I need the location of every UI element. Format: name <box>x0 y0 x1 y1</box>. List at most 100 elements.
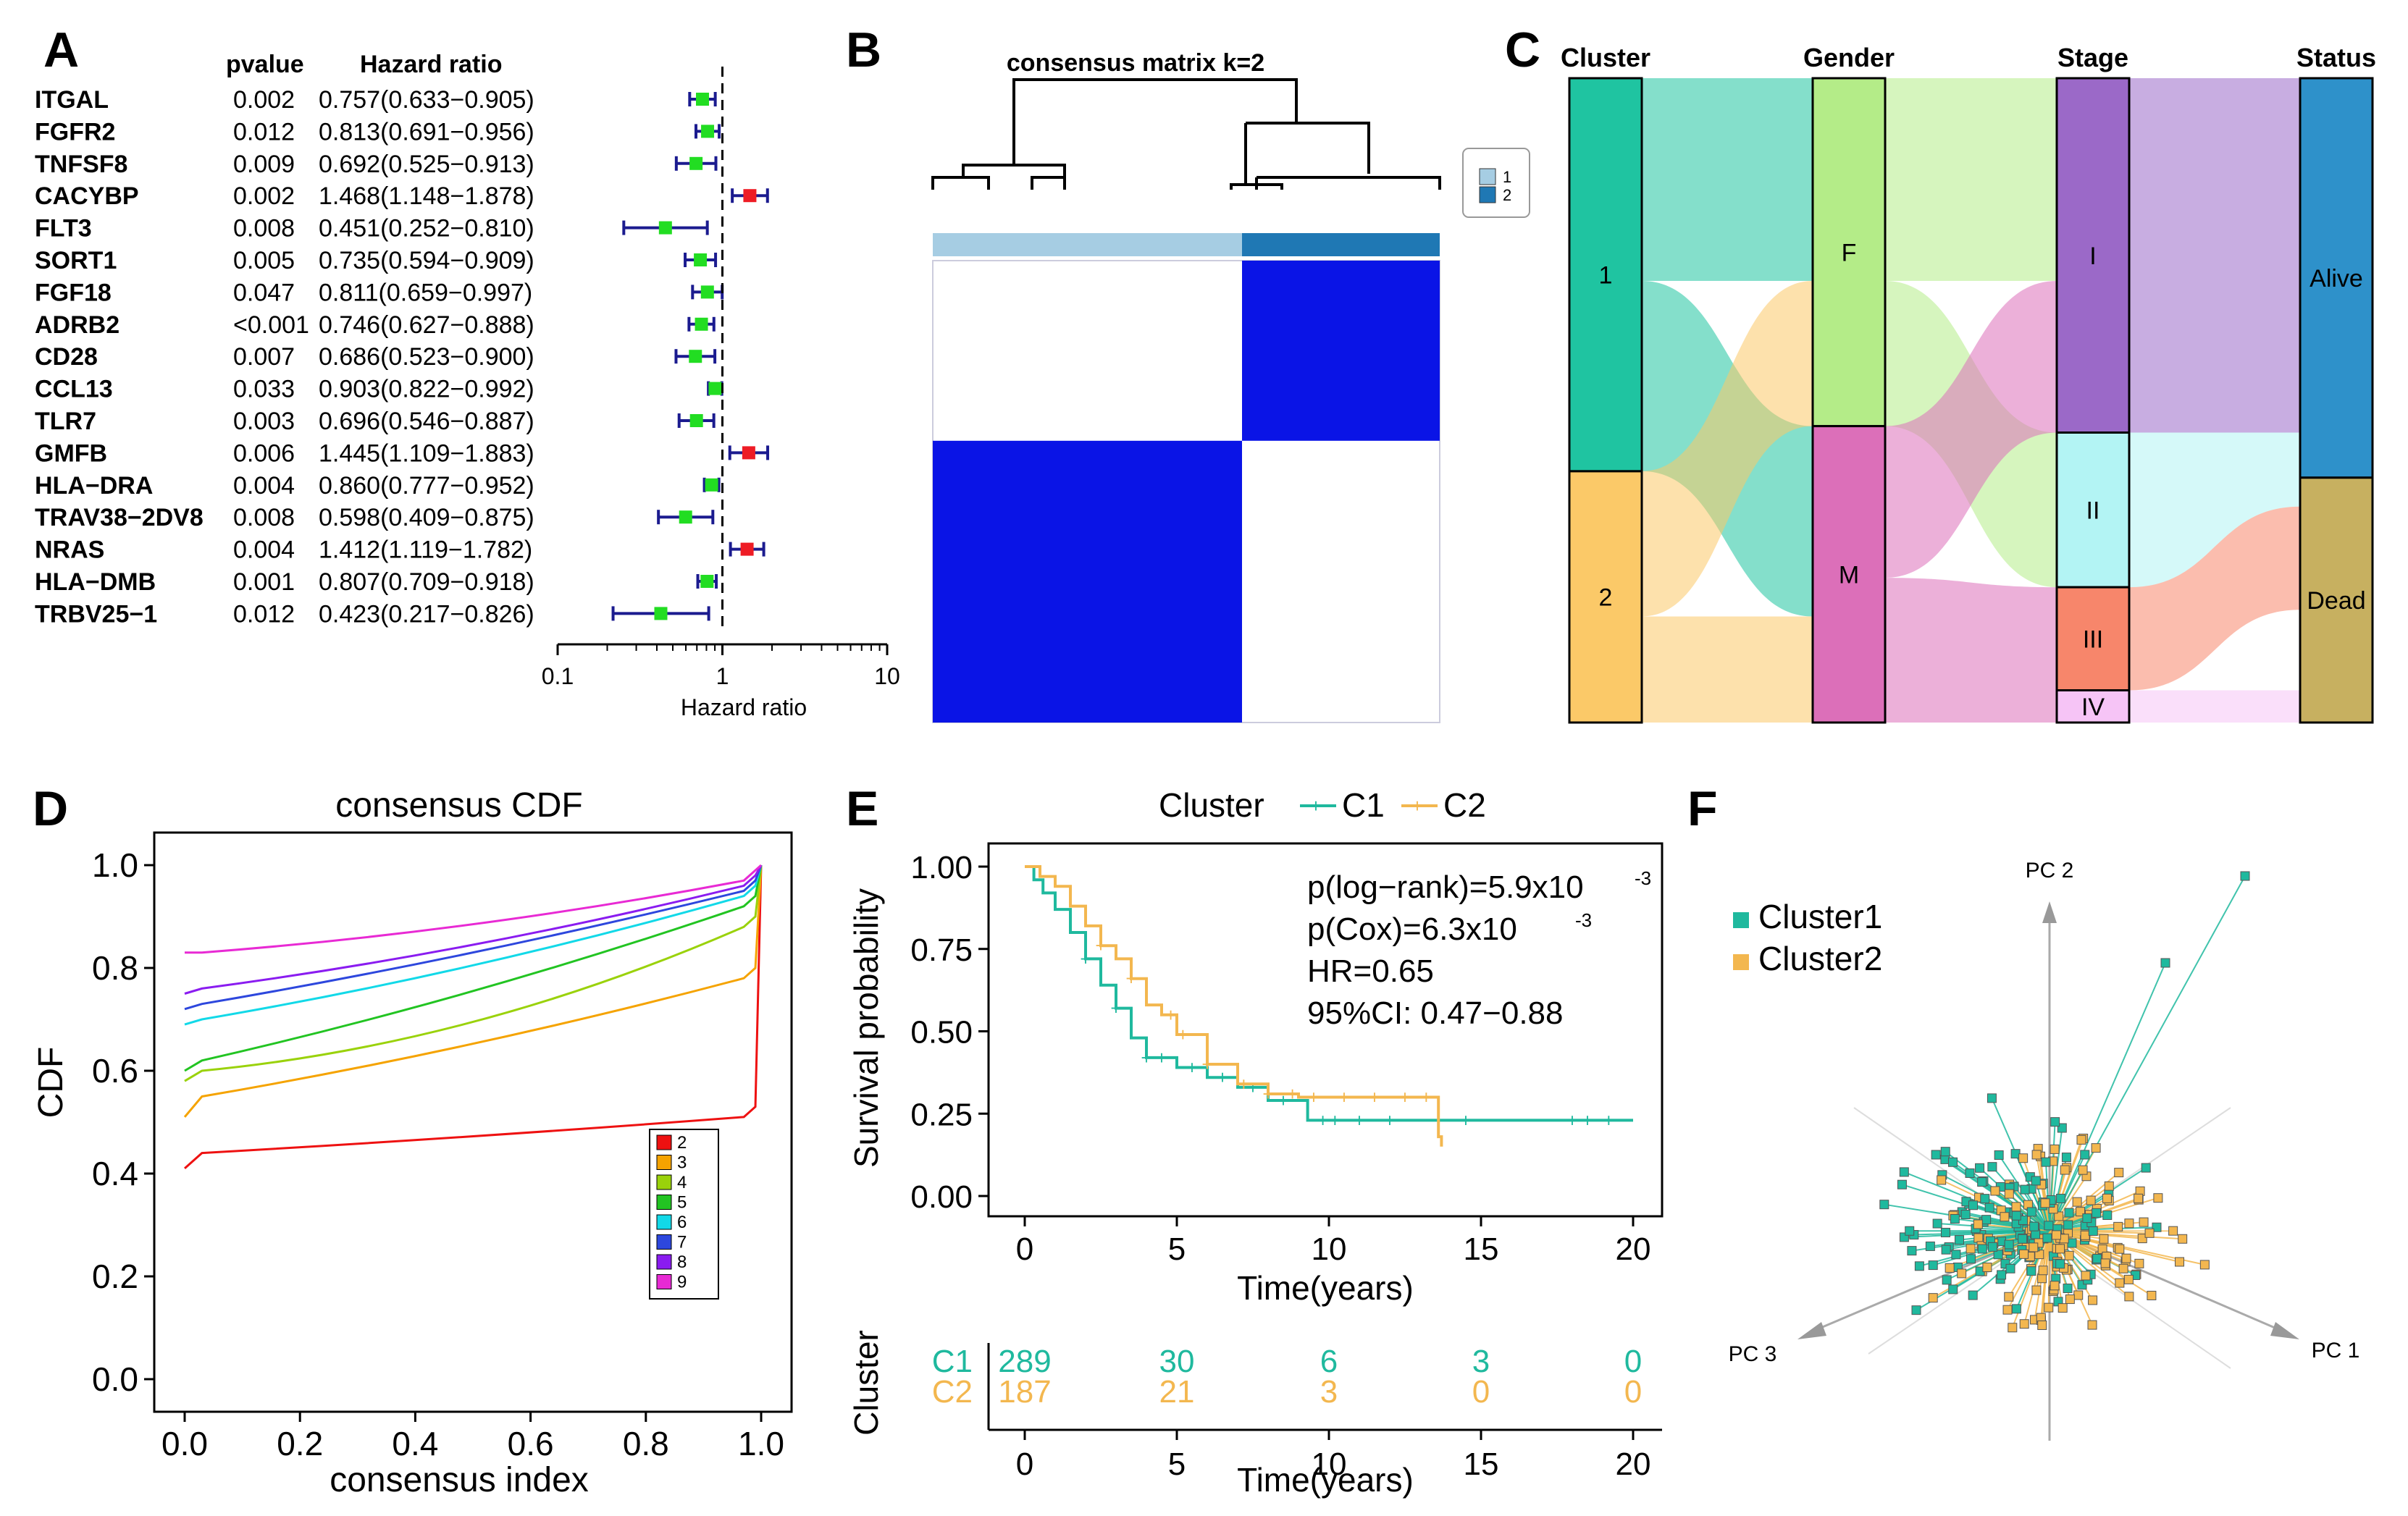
forest-point <box>700 285 714 299</box>
pca-point <box>2041 1157 2051 1167</box>
forest-pvalue: 0.033 <box>233 376 295 403</box>
km-y-tick-label: 0.50 <box>910 1015 973 1050</box>
pca-point <box>2240 871 2250 881</box>
forest-gene-label: TLR7 <box>35 408 96 435</box>
pca-point <box>1977 1177 1987 1187</box>
alluvial-flow <box>1885 578 2057 723</box>
pca-point <box>2152 1222 2162 1232</box>
pca-point <box>2072 1197 2082 1207</box>
pca-point <box>1914 1261 1924 1271</box>
heatmap-dendrogram <box>931 78 1441 190</box>
cdf-legend-label: 5 <box>677 1193 687 1213</box>
forest-pvalue: 0.001 <box>233 568 295 596</box>
alluvial-flow <box>2129 78 2300 433</box>
pca-point <box>2147 1290 2157 1300</box>
pca-point <box>2102 1210 2113 1220</box>
cdf-series-line <box>184 864 763 995</box>
panel-label-e: E <box>846 781 878 836</box>
pca-point <box>1950 1214 1960 1224</box>
heatmap-block-c1 <box>933 440 1242 723</box>
km-censor-mark: + <box>1287 1083 1298 1105</box>
forest-pvalue: 0.009 <box>233 151 295 178</box>
pca-point <box>2057 1123 2067 1133</box>
alluvial-stratum-label: IV <box>2081 694 2105 721</box>
forest-point <box>695 317 708 331</box>
forest-point <box>705 478 718 492</box>
cdf-series-line <box>184 864 763 1082</box>
km-legend-cross: + <box>1310 795 1321 817</box>
cdf-series-line <box>184 864 763 1011</box>
forest-gene-label: TRAV38−2DV8 <box>35 504 204 531</box>
pca-legend-label: Cluster2 <box>1758 940 1882 977</box>
km-y-tick-label: 0.25 <box>910 1097 973 1132</box>
risk-value: 0 <box>1624 1374 1642 1410</box>
alluvial-flow <box>1642 281 1813 617</box>
cdf-legend-swatch <box>656 1155 672 1170</box>
pca-point <box>1911 1305 1921 1315</box>
pca-point <box>1968 1290 1978 1300</box>
pca-point <box>2082 1213 2092 1224</box>
forest-point <box>695 93 709 106</box>
km-censor-mark: + <box>1178 1024 1188 1045</box>
forest-hr-text: 1.468(1.148−1.878) <box>319 182 534 210</box>
pca-stem <box>2049 962 2166 1231</box>
forest-gene-label: SORT1 <box>35 247 117 274</box>
km-censor-mark: + <box>1384 1109 1395 1131</box>
alluvial-stratum <box>2055 586 2131 691</box>
pca-point <box>2134 1258 2144 1268</box>
pca-point <box>1897 1179 1907 1189</box>
forest-pvalue: 0.006 <box>233 439 295 467</box>
heatmap-legend-label-2: 2 <box>1503 186 1511 204</box>
pca-point <box>2004 1292 2014 1302</box>
risk-x-tick-label: 0 <box>1016 1446 1033 1482</box>
pca-axis-label: PC 3 <box>1729 1342 1777 1366</box>
km-censor-mark: + <box>1125 968 1136 990</box>
cdf-y-tick-label: 0.2 <box>92 1258 138 1295</box>
risk-value: 289 <box>998 1344 1051 1379</box>
pca-point <box>2115 1278 2125 1288</box>
pca-point <box>2051 1230 2061 1240</box>
alluvial-flow <box>1642 616 1813 723</box>
pca-point <box>2037 1320 2047 1330</box>
panel-f-pca-3d: PC 1 PC 2 PC 3 Cluster1 Cluster2 <box>1729 859 2359 1441</box>
pca-legend-swatch <box>1733 912 1749 928</box>
km-censor-mark: + <box>1238 1073 1249 1095</box>
pca-point <box>2078 1165 2088 1175</box>
pca-point <box>2067 1238 2077 1248</box>
pca-point <box>1925 1241 1935 1251</box>
pca-stem <box>2022 1158 2050 1231</box>
cdf-title: consensus CDF <box>335 786 582 825</box>
forest-pvalue: 0.008 <box>233 215 295 243</box>
alluvial-stratum <box>2299 476 2374 724</box>
pca-point <box>1988 1242 1998 1252</box>
panel-label-f: F <box>1687 781 1718 836</box>
alluvial-stratum-label: I <box>2089 243 2096 270</box>
km-frame <box>987 842 1664 1218</box>
km-censor-mark: + <box>1156 1047 1167 1069</box>
forest-pvalue: 0.003 <box>233 408 295 435</box>
km-censor-mark: + <box>1247 1077 1258 1098</box>
pca-point <box>2029 1221 2039 1231</box>
pca-stem <box>2049 875 2246 1231</box>
pca-point <box>1907 1246 1917 1256</box>
pca-point <box>2019 1249 2029 1259</box>
pca-axis-arrow <box>2270 1322 2299 1339</box>
km-censor-mark: + <box>1186 1057 1197 1079</box>
km-x-tick-label: 20 <box>1616 1231 1651 1267</box>
km-curve <box>1025 865 1443 1147</box>
pca-point <box>1940 1147 1950 1157</box>
forest-point <box>700 575 714 588</box>
pca-point <box>2060 1165 2070 1175</box>
km-censor-mark: + <box>1330 1109 1341 1131</box>
pca-point <box>1931 1150 1941 1160</box>
alluvial-stratum-label: Alive <box>2310 265 2363 292</box>
forest-point <box>658 221 672 235</box>
alluvial-axis-title: Cluster <box>1561 43 1650 72</box>
heatmap-legend-swatch-2 <box>1479 186 1496 203</box>
forest-gene-label: CCL13 <box>35 376 113 403</box>
forest-pvalue: 0.007 <box>233 343 295 371</box>
cdf-legend-label: 6 <box>677 1213 687 1232</box>
cdf-series-line <box>184 864 763 1170</box>
forest-gene-label: TNFSF8 <box>35 151 127 178</box>
pca-stem <box>2023 1230 2050 1324</box>
